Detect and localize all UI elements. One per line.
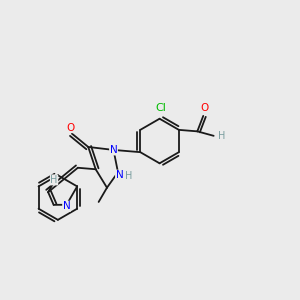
Text: H: H [218,131,226,141]
Text: Cl: Cl [156,103,167,113]
Text: O: O [201,103,209,113]
Text: N: N [110,145,117,155]
Text: N: N [116,170,123,180]
Text: H: H [125,171,132,181]
Text: H: H [50,175,58,185]
Text: O: O [66,123,74,133]
Text: N: N [63,201,70,211]
